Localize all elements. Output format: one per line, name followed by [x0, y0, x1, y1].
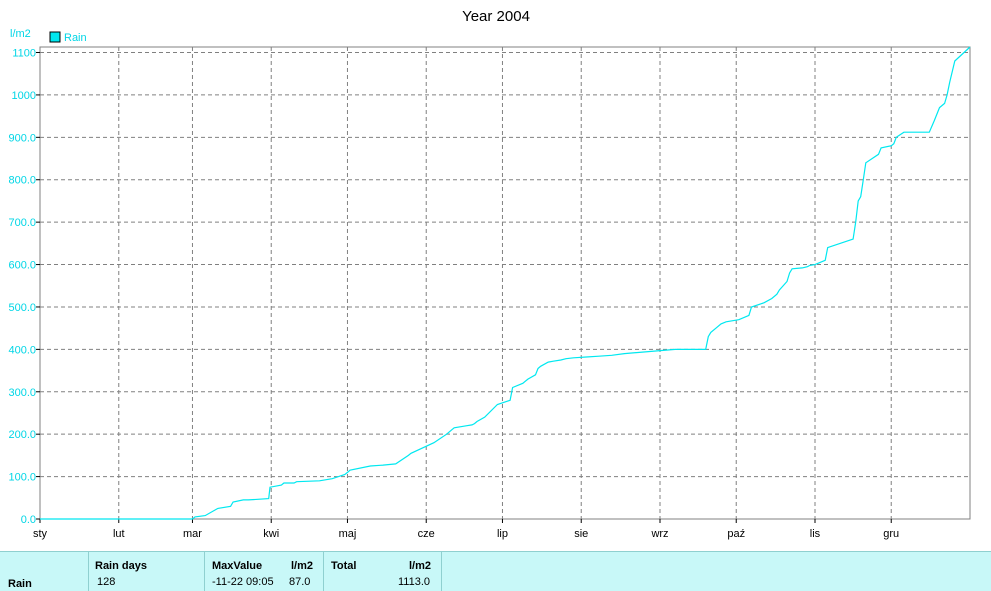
legend-label-rain: Rain [64, 32, 87, 44]
legend-swatch-rain [49, 31, 61, 43]
y-tick-label: 400.0 [8, 344, 36, 356]
rain-chart: Year 2004 l/m2 Rain 0.0 100.0 200.0 300.0 40… [8, 8, 971, 540]
y-tick-label: 500.0 [8, 302, 36, 314]
x-axis-ticks: sty lut mar kwi maj cze lip sie wrz paź lis gru [33, 519, 899, 540]
x-tick-label: paź [727, 528, 745, 540]
max-value-header: MaxValue [212, 560, 263, 572]
rain-days-header: Rain days [95, 560, 147, 572]
total-unit: l/m2 [409, 560, 432, 572]
chart-title: Year 2004 [462, 8, 530, 25]
total-value: 1113.0 [398, 576, 431, 588]
y-tick-label: 300.0 [8, 387, 36, 399]
x-tick-label: sie [574, 528, 588, 540]
max-value-date: -11-22 09:05 [212, 576, 274, 588]
max-value-unit: l/m2 [291, 560, 314, 572]
grid-lines [40, 47, 970, 519]
y-axis-unit: l/m2 [10, 28, 31, 40]
stats-row-label: Rain [8, 578, 32, 590]
max-value-amount: 87.0 [289, 576, 311, 588]
x-tick-label: mar [183, 528, 202, 540]
y-tick-label: 100.0 [8, 472, 36, 484]
y-axis-ticks: 0.0 100.0 200.0 300.0 400.0 500.0 600.0 700.0 80… [8, 48, 40, 526]
y-tick-label: 900.0 [8, 132, 36, 144]
rain-days-value: 128 [97, 576, 116, 588]
total-cell: Total l/m2 1113.0 [324, 552, 442, 591]
plot-area [39, 46, 971, 520]
max-value-cell: MaxValue l/m2 -11-22 09:05 87.0 [205, 552, 324, 591]
x-tick-label: kwi [263, 528, 279, 540]
y-tick-label: 1000 [12, 90, 36, 102]
x-tick-label: lis [810, 528, 821, 540]
y-tick-label: 600.0 [8, 260, 36, 272]
x-tick-label: maj [339, 528, 357, 540]
total-header: Total [331, 560, 357, 572]
x-tick-label: cze [418, 528, 435, 540]
statistics-panel: Rain Rain days 128 MaxValue l/m2 -11-22 … [0, 551, 991, 591]
stats-row-label-cell: Rain [0, 552, 89, 591]
series-layer [40, 46, 971, 520]
y-tick-label: 200.0 [8, 429, 36, 441]
x-tick-label: wrz [650, 528, 668, 540]
x-tick-label: lut [113, 528, 125, 540]
x-tick-label: lip [497, 528, 508, 540]
y-tick-label: 800.0 [8, 175, 36, 187]
series-line-rain [40, 46, 971, 520]
y-tick-label: 0.0 [21, 514, 36, 526]
y-tick-label: 700.0 [8, 217, 36, 229]
x-tick-label: sty [33, 528, 48, 540]
x-tick-label: gru [883, 528, 899, 540]
y-tick-label: 1100 [12, 48, 36, 60]
rain-days-cell: Rain days 128 [89, 552, 205, 591]
